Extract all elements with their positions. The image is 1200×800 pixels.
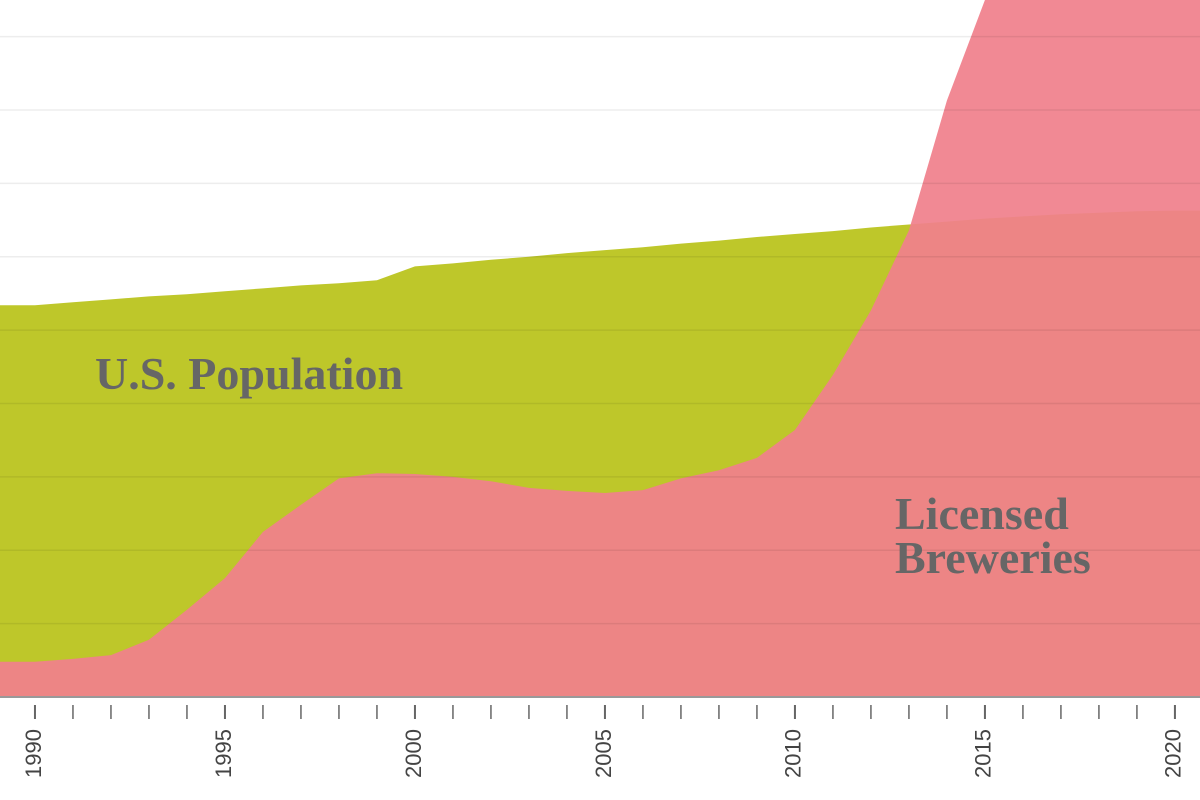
x-tick-label: 1995 <box>211 729 236 778</box>
x-tick-label: 2015 <box>971 729 996 778</box>
population-label: U.S. Population <box>95 348 404 399</box>
area <box>0 0 1200 697</box>
x-tick-label: 2010 <box>781 729 806 778</box>
breweries-label: Licensed Breweries <box>895 488 1091 583</box>
x-tick-label: 2005 <box>591 729 616 778</box>
x-tick-label: 2000 <box>401 729 426 778</box>
x-tick-label: 1990 <box>21 729 46 778</box>
x-tick-label: 2020 <box>1161 729 1186 778</box>
